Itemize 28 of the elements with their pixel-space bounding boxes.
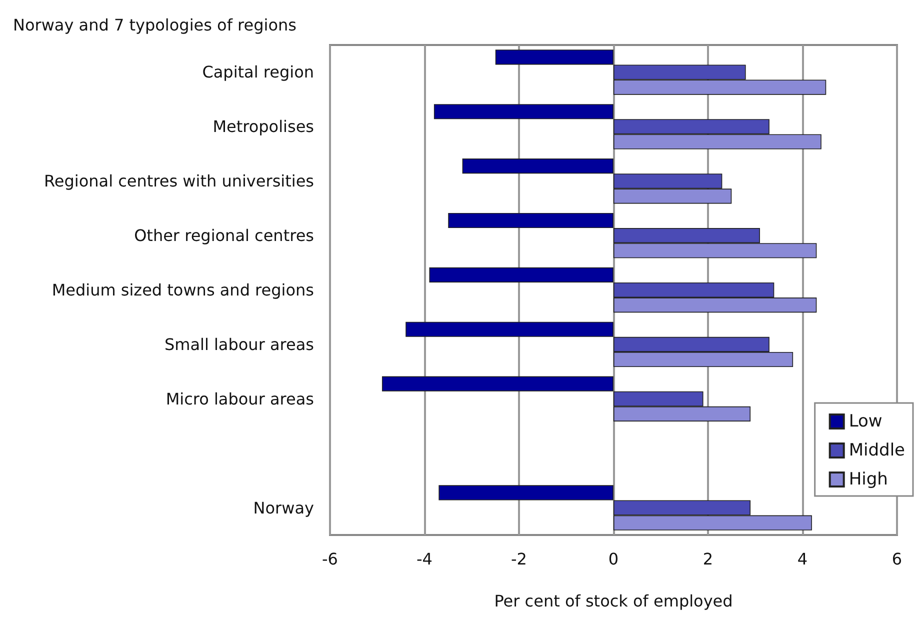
y-tick-label: Norway [253,498,314,518]
legend-label: Middle [848,440,905,460]
y-tick-label: Medium sized towns and regions [52,280,314,300]
x-tick-label: 0 [608,550,619,568]
x-tick-label: 4 [797,550,808,568]
bar [434,104,614,120]
bar [429,267,614,282]
bar [462,158,614,174]
bar [448,212,614,228]
x-tick-label: 2 [702,550,714,568]
bar [438,485,614,500]
x-axis-title: Per cent of stock of employed [494,592,733,610]
legend-label: Low [848,412,882,432]
y-tick-label: Metropolises [212,117,314,136]
legend-label: High [848,470,888,490]
bar [406,322,614,337]
y-tick-label: Other regional centres [134,226,314,246]
x-tick-label: -2 [511,550,527,568]
y-tick-label: Regional centres with universities [44,172,314,191]
text: Norway and 7 typologies of regions [13,16,296,34]
x-tick-label: 6 [892,550,902,568]
x-tick-label: -6 [322,550,338,568]
y-tick-label: Small labour areas [164,334,314,354]
y-tick-label: Capital region [202,62,314,82]
bar [382,376,614,392]
bar [495,50,614,65]
x-tick-label: -4 [416,550,432,568]
y-tick-label: Micro labour areas [166,389,314,408]
